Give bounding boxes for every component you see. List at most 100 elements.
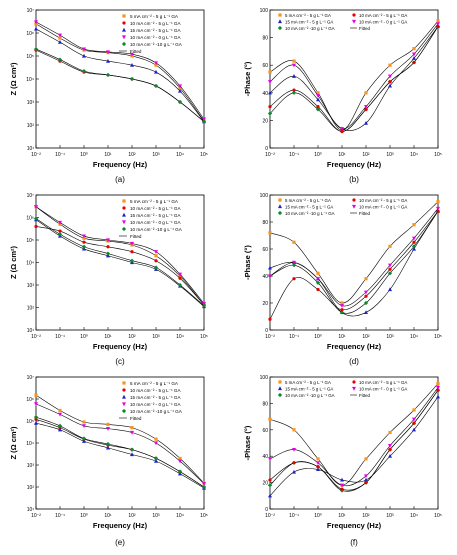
y-tick-label: 60 <box>262 428 268 434</box>
y-tick-label: 10² <box>27 485 35 491</box>
data-point <box>388 63 392 67</box>
y-tick-label: 60 <box>262 63 268 69</box>
data-point <box>154 441 158 446</box>
data-point <box>154 61 158 66</box>
legend-label: 10 mA cm⁻² - 0 g L⁻¹ GA <box>359 19 407 24</box>
fitted-line <box>35 226 205 306</box>
y-axis-label: Z (Ω cm²) <box>9 426 18 460</box>
legend-swatch <box>122 14 126 18</box>
data-point <box>178 276 182 280</box>
x-tick-label: 10⁰ <box>314 334 322 340</box>
legend-label: 10 mA cm⁻² -10 g L⁻¹ GA <box>285 393 335 398</box>
data-point <box>292 448 296 452</box>
legend-label: 5 mA cm⁻² - 5 g L⁻¹ GA <box>285 198 331 203</box>
x-tick-label: 10² <box>362 513 370 519</box>
data-point <box>153 83 159 89</box>
data-point <box>316 287 320 292</box>
x-axis-label: Frequency (Hz) <box>327 160 382 169</box>
data-point <box>364 91 368 95</box>
data-point <box>436 206 440 211</box>
data-point <box>34 402 38 407</box>
data-point <box>34 417 38 421</box>
data-point <box>388 287 392 292</box>
y-tick-label: 10⁶ <box>26 397 34 403</box>
data-point <box>268 317 272 321</box>
data-point <box>105 441 111 447</box>
data-point <box>364 481 368 485</box>
data-point <box>292 59 296 63</box>
data-point <box>106 50 110 55</box>
data-point <box>364 294 368 298</box>
data-point <box>34 224 38 229</box>
fitted-line <box>35 219 205 307</box>
data-point <box>154 259 158 263</box>
data-point <box>268 265 272 270</box>
data-point <box>268 417 272 421</box>
data-point <box>340 301 344 305</box>
data-point <box>154 250 158 254</box>
data-point <box>364 107 368 111</box>
x-tick-label: 10³ <box>386 152 394 158</box>
y-tick-label: 10² <box>27 123 35 129</box>
y-tick-label: 10⁷ <box>27 375 35 381</box>
chart-panel-d: 10⁻² 10⁻¹ 10⁰ 10¹ 10² 10³ 10⁴ 10⁵ 0 20 40 60 80 100 Fr… <box>243 193 442 366</box>
fitted-line <box>269 20 439 131</box>
fitted-line <box>35 206 205 304</box>
legend-label: 10 mA cm⁻² -10 g L⁻¹ GA <box>130 227 183 232</box>
legend-swatch <box>122 381 126 385</box>
data-point <box>154 69 158 74</box>
data-point <box>58 39 62 44</box>
legend-swatch <box>278 380 282 384</box>
legend-swatch <box>122 35 126 40</box>
y-tick-label: 60 <box>262 247 268 253</box>
x-tick-label: 10⁻² <box>265 334 275 340</box>
data-point <box>387 271 393 276</box>
data-point <box>340 483 344 488</box>
data-point <box>316 271 320 275</box>
x-tick-label: 10⁴ <box>176 513 184 519</box>
fitted-line <box>35 28 205 122</box>
legend-label: 10 mA cm⁻² - 0 g L⁻¹ GA <box>130 220 181 225</box>
data-point <box>130 452 134 457</box>
legend-label: 10 mA cm⁻² - 0 g L⁻¹ GA <box>130 402 181 407</box>
x-tick-label: 10⁻² <box>31 152 41 158</box>
data-point <box>177 282 183 288</box>
data-point <box>364 290 368 295</box>
legend-swatch <box>122 199 126 203</box>
data-point <box>388 454 392 458</box>
data-point <box>412 240 416 244</box>
y-tick-label: 100 <box>260 8 269 14</box>
panel-label: (d) <box>349 357 359 366</box>
x-tick-label: 10³ <box>152 513 160 519</box>
data-point <box>388 444 392 448</box>
data-point <box>412 421 416 425</box>
data-point <box>34 420 38 425</box>
data-point <box>316 277 320 281</box>
x-tick-label: 10⁻¹ <box>55 152 65 158</box>
chart-panel-a: 10⁻² 10⁻¹ 10⁰ 10¹ 10² 10³ 10⁴ 10⁵ 10¹ 10² 10³ 10⁴ 10… <box>9 8 208 184</box>
data-point <box>130 62 134 67</box>
y-tick-label: 10² <box>27 306 35 312</box>
data-point <box>58 36 62 40</box>
data-point <box>388 263 392 268</box>
data-point <box>268 231 272 235</box>
data-point <box>436 394 440 399</box>
series-4 <box>33 415 207 490</box>
data-point <box>34 26 38 31</box>
data-point <box>292 428 296 432</box>
legend-swatch <box>352 380 356 384</box>
legend-label: 5 mA cm⁻² - 5 g L⁻¹ GA <box>130 381 179 386</box>
x-tick-label: 10³ <box>152 334 160 340</box>
data-point <box>436 24 440 29</box>
fitted-line <box>35 422 205 489</box>
data-point <box>388 244 392 248</box>
data-point <box>130 426 134 430</box>
legend: 5 mA cm⁻² - 5 g L⁻¹ GA 10 mA cm⁻² - 5 g L… <box>119 381 183 421</box>
data-point <box>178 459 182 464</box>
series-2 <box>267 24 441 134</box>
data-point <box>105 72 111 78</box>
y-tick-label: 10⁴ <box>26 261 34 267</box>
x-tick-label: 10⁻² <box>31 513 41 519</box>
data-point <box>316 457 320 461</box>
